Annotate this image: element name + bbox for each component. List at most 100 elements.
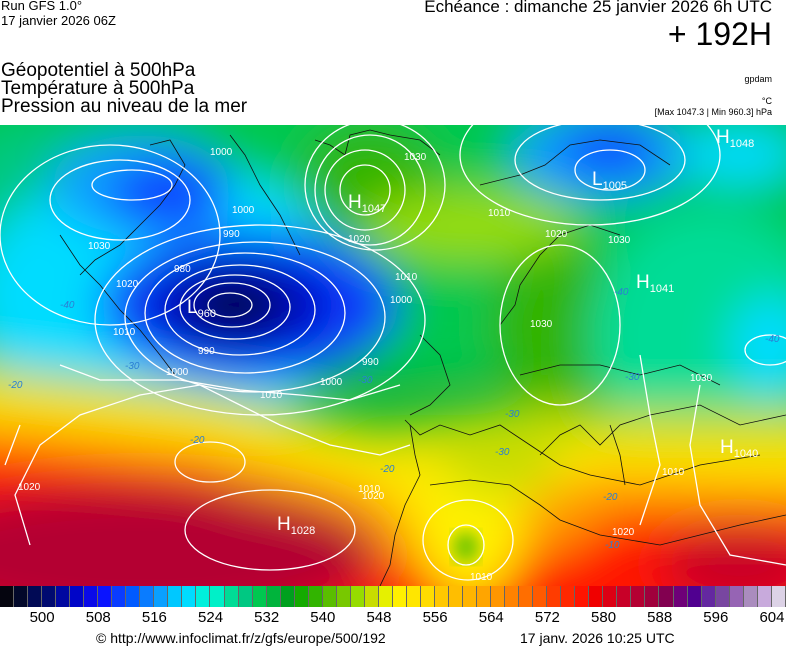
colorbar-swatch <box>687 586 702 607</box>
colorbar-swatch <box>449 586 464 607</box>
colorbar-swatch <box>463 586 478 607</box>
forecast-horizon: + 192H <box>667 16 772 52</box>
isobar-label: 1000 <box>390 295 413 306</box>
center-value: 1048 <box>730 138 754 150</box>
colorbar-swatch <box>561 586 576 607</box>
high-pressure-center: H1041 <box>636 272 674 295</box>
temperature-label: -10 <box>605 540 620 551</box>
isobar-label: 1020 <box>116 279 139 290</box>
isobar-label: 1030 <box>690 373 713 384</box>
isobar-label: 990 <box>362 357 379 368</box>
colorbar-swatch <box>715 586 730 607</box>
colorbar-swatch <box>420 586 435 607</box>
colorbar-swatch <box>575 586 590 607</box>
temperature-label: -30 <box>495 447 510 458</box>
colorbar-swatch <box>701 586 716 607</box>
colorbar-swatch <box>224 586 239 607</box>
title-temperature: Température à 500hPa <box>1 78 195 99</box>
colorbar-swatch <box>392 586 407 607</box>
colorbar-swatch <box>42 586 57 607</box>
unit-temperature: °C <box>761 96 772 106</box>
colorbar-tick-label: 556 <box>422 609 448 626</box>
temperature-label: -40 <box>765 334 780 345</box>
colorbar-tick-label: 508 <box>85 609 111 626</box>
colorbar-swatch <box>280 586 295 607</box>
colorbar-swatch <box>603 586 618 607</box>
colorbar-tick-label: 548 <box>366 609 392 626</box>
center-type: H <box>716 127 730 148</box>
coastlines <box>59 129 786 586</box>
isobar-label: 1020 <box>362 491 385 502</box>
isobar-label: 990 <box>223 229 240 240</box>
high-pressure-center: H1040 <box>720 437 758 460</box>
temperature-label: -20 <box>380 464 395 475</box>
colorbar-swatch <box>56 586 71 607</box>
colorbar-swatch <box>505 586 520 607</box>
center-type: H <box>348 192 362 213</box>
colorbar-ticks: 500 508 516 524 532 540 548 556 564 572 580 588 596 6… <box>0 609 786 627</box>
unit-geopotential: gpdam <box>744 74 772 84</box>
colorbar-tick-label: 524 <box>198 609 224 626</box>
isobar-label: 1000 <box>210 147 233 158</box>
colorbar-swatch <box>140 586 155 607</box>
isobar-label: 1030 <box>530 319 553 330</box>
center-value: 960 <box>198 308 216 320</box>
colorbar-swatch <box>743 586 758 607</box>
high-pressure-center: H1048 <box>716 127 754 150</box>
isobar-label: 980 <box>174 264 191 275</box>
temperature-label: -20 <box>8 380 23 391</box>
high-pressure-center: H1028 <box>277 514 315 537</box>
colorbar-swatch <box>238 586 253 607</box>
colorbar-swatch <box>210 586 225 607</box>
weather-map[interactable]: 1030 1020 1010 980 990 990 1000 1000 990 1000 1010… <box>0 125 786 586</box>
run-date: 17 janvier 2026 06Z <box>1 13 116 28</box>
low-pressure-center: L1005 <box>592 169 627 192</box>
center-value: 1047 <box>362 203 386 215</box>
isobars <box>0 125 786 581</box>
colorbar-tick-label: 588 <box>647 609 673 626</box>
isobar-label: 1010 <box>113 327 136 338</box>
run-model: Run GFS 1.0° <box>1 0 83 13</box>
colorbar-swatch <box>14 586 29 607</box>
colorbar-swatch <box>112 586 127 607</box>
run-info: Run GFS 1.0° 17 janvier 2026 06Z <box>1 0 116 28</box>
temperature-label: -30 <box>625 372 640 383</box>
isobar-label: 1010 <box>395 272 418 283</box>
low-pressure-center: L960 <box>187 297 216 320</box>
colorbar-swatch <box>196 586 211 607</box>
copyright-link[interactable]: © http://www.infoclimat.fr/z/gfs/europe/… <box>96 630 386 646</box>
colorbar-swatch <box>322 586 337 607</box>
title-pressure: Pression au niveau de la mer <box>1 96 248 117</box>
isobar-label: 1020 <box>18 482 41 493</box>
colorbar-tick-label: 604 <box>759 609 785 626</box>
colorbar-tick-label: 564 <box>478 609 504 626</box>
colorbar-tick-label: 572 <box>534 609 560 626</box>
center-value: 1005 <box>603 180 627 192</box>
unit-pressure: [Max 1047.3 | Min 960.3] hPa <box>654 107 772 117</box>
geopotential-field <box>0 125 786 586</box>
colorbar-swatch <box>154 586 169 607</box>
colorbar-swatch <box>266 586 281 607</box>
colorbar-swatch <box>533 586 548 607</box>
center-value: 1028 <box>291 525 315 537</box>
colorbar-swatch <box>491 586 506 607</box>
isobar-label: 1030 <box>88 241 111 252</box>
temperature-label: -40 <box>60 300 75 311</box>
colorbar <box>0 586 786 607</box>
isobar-label: 1000 <box>166 367 189 378</box>
isobar-label: 1030 <box>404 152 427 163</box>
forecast-valid-time: Echéance : dimanche 25 janvier 2026 6h U… <box>424 0 772 16</box>
colorbar-swatch <box>659 586 674 607</box>
isobar-label: 1000 <box>232 205 255 216</box>
colorbar-swatch <box>434 586 449 607</box>
isobar-label: 1020 <box>612 527 635 538</box>
isobar-label: 990 <box>198 346 215 357</box>
issued-time: 17 janv. 2026 10:25 UTC <box>520 630 675 646</box>
temperature-label: -40 <box>614 287 629 298</box>
colorbar-swatch <box>28 586 43 607</box>
colorbar-swatch <box>168 586 183 607</box>
colorbar-swatch <box>673 586 688 607</box>
colorbar-swatch <box>378 586 393 607</box>
isobar-label: 1010 <box>662 467 685 478</box>
